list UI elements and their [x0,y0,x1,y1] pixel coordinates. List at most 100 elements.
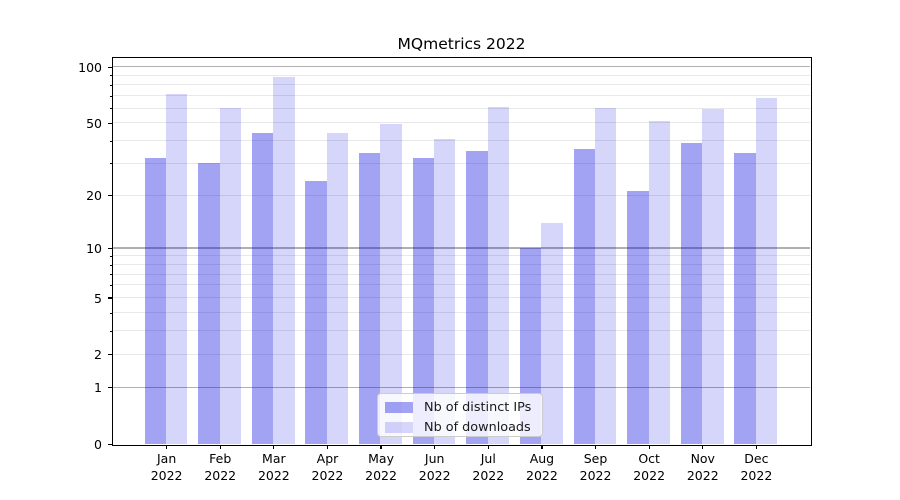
gridline-minor [112,311,810,313]
y-minor-tick [110,140,113,142]
gridline-minor [112,107,810,109]
x-tick [755,444,757,449]
gridline-major [112,66,810,68]
gridline-minor [112,74,810,76]
bar-downloads [541,222,563,444]
bar-distinct-ips [573,148,595,444]
x-tick-label: Jan 2022 [150,451,183,483]
x-tick [594,444,597,449]
chart-title: MQmetrics 2022 [397,35,526,53]
y-tick [108,354,113,356]
y-tick [108,297,113,299]
y-minor-tick [110,285,113,286]
bar-downloads [755,97,778,444]
y-tick-label: 100 [78,59,102,75]
bar-distinct-ips [627,191,649,444]
x-tick [648,444,650,449]
gridline-minor [112,255,810,257]
x-tick-label: May 2022 [365,451,397,483]
legend: Nb of distinct IPs Nb of downloads [377,393,543,437]
y-tick-label: 10 [86,241,102,257]
y-tick-label: 5 [94,290,102,306]
x-tick-label: Nov 2022 [686,451,719,483]
legend-label-distinct-ips: Nb of distinct IPs [424,400,532,415]
x-tick [434,444,436,449]
y-tick [108,66,113,68]
x-tick-label: Aug 2022 [526,451,558,483]
bar-downloads [487,106,510,444]
gridline-minor [112,273,810,275]
y-tick-label: 2 [94,347,102,363]
y-tick-label: 20 [86,188,102,204]
bar-downloads [648,121,670,444]
y-minor-tick [110,255,113,257]
x-tick [273,444,275,449]
x-tick-label: Oct 2022 [633,451,666,483]
x-tick-label: Apr 2022 [311,451,344,483]
bar-distinct-ips [734,153,756,444]
x-tick [380,444,382,449]
y-tick [108,122,113,124]
bar-distinct-ips [198,163,220,444]
y-tick-label: 0 [94,437,102,452]
x-tick [702,444,704,449]
bar-distinct-ips [466,151,488,444]
gridline-minor [112,330,810,332]
y-minor-tick [110,108,113,109]
bar-distinct-ips [305,180,327,444]
bar-distinct-ips [359,153,381,444]
bar-distinct-ips [680,142,703,444]
x-tick-label: Jul 2022 [472,451,505,483]
y-tick-label: 50 [86,115,102,131]
bar-downloads [702,109,724,444]
legend-swatch-downloads [385,422,413,433]
bar-downloads [219,108,242,444]
y-minor-tick [110,163,113,165]
bar-downloads [434,138,456,444]
legend-label-downloads: Nb of downloads [424,420,531,435]
gridline-minor [112,95,810,97]
legend-item-distinct-ips: Nb of distinct IPs [378,399,542,416]
x-tick [166,444,168,449]
y-minor-tick [110,330,113,332]
y-tick [108,387,113,389]
y-minor-tick [110,264,113,266]
gridline-minor [112,84,810,86]
y-tick [108,195,113,197]
gridline-minor [112,194,810,196]
legend-item-downloads: Nb of downloads [378,419,542,436]
y-tick [108,443,113,446]
x-tick-label: Feb 2022 [204,451,237,483]
gridline-minor [112,263,810,265]
bar-distinct-ips [412,158,435,444]
x-tick [541,444,543,449]
y-minor-tick [110,84,113,86]
bar-downloads [273,77,295,444]
gridline-minor [112,284,810,286]
gridline-minor [112,353,810,355]
legend-swatch-distinct-ips [385,402,413,413]
gridline-minor [112,139,810,141]
bar-downloads [166,94,188,444]
gridline-major [112,247,810,249]
x-tick [487,444,489,449]
y-minor-tick [110,75,113,77]
y-tick-label: 1 [94,380,102,396]
bar-downloads [380,124,402,444]
x-tick-label: Jun 2022 [418,451,451,483]
plot-inner [112,58,810,445]
gridline-minor [112,162,810,164]
y-minor-tick [110,312,113,314]
x-tick [326,444,329,449]
x-tick [219,444,221,449]
gridline-minor [112,122,810,124]
plot-area [111,56,812,446]
x-tick-label: Dec 2022 [740,451,773,483]
y-tick [108,247,113,250]
x-tick-label: Mar 2022 [257,451,290,483]
gridline-minor [112,297,810,299]
bar-distinct-ips [144,158,166,444]
gridline-major [112,386,810,388]
y-minor-tick [110,274,113,275]
